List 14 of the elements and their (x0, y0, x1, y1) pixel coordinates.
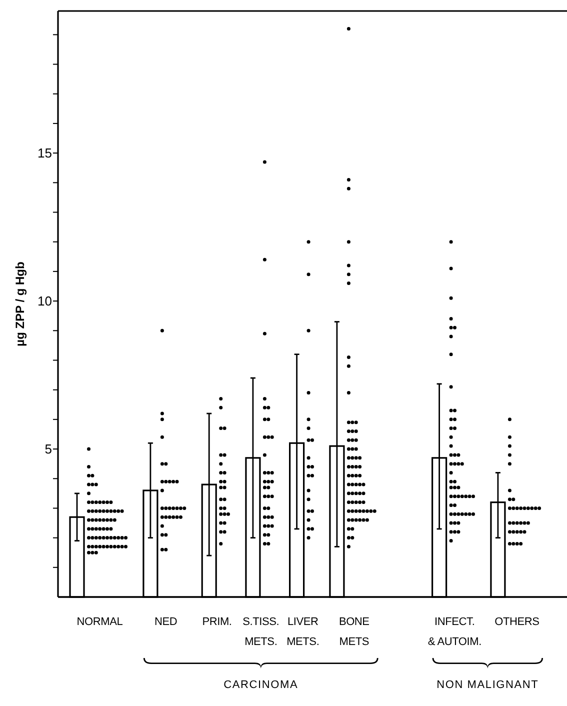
x-tick-label: LIVER METS. (286, 616, 320, 648)
x-tick-label: INFECT. & AUTOIM. (428, 616, 482, 648)
x-tick-label: PRIM. (202, 616, 232, 628)
x-tick-label: OTHERS (494, 616, 540, 628)
y-tick-label: 15 (38, 146, 52, 161)
text: NON MALIGNANT (436, 679, 539, 691)
y-tick-label: 5 (44, 442, 52, 457)
text: CARCINOMA (224, 679, 298, 691)
y-axis-title: µg ZPP / g Hgb (13, 262, 27, 346)
x-tick-label: S.TISS. METS. (242, 616, 280, 648)
x-tick-label: NED (154, 616, 178, 628)
x-tick-label: NORMAL (76, 616, 123, 628)
y-tick-label: 10 (38, 294, 52, 309)
x-tick-label: BONE METS (338, 616, 370, 648)
